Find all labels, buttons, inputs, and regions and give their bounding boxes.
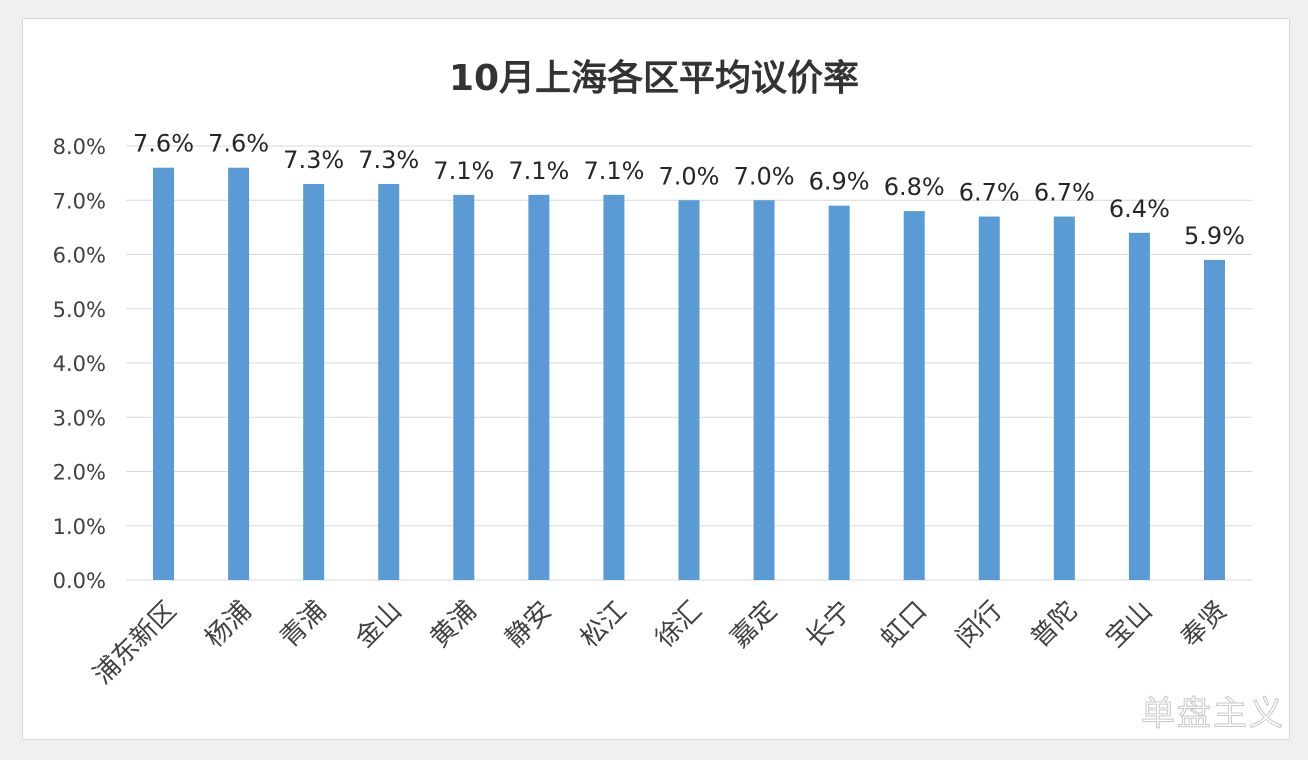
bar xyxy=(678,200,700,580)
data-label: 7.1% xyxy=(508,157,569,185)
category-label: 杨浦 xyxy=(200,596,258,654)
category-label: 普陀 xyxy=(1025,596,1083,654)
data-label: 6.4% xyxy=(1109,195,1170,223)
category-label: 松江 xyxy=(575,596,633,654)
bar xyxy=(978,216,1000,580)
data-label: 7.3% xyxy=(358,146,419,174)
data-labels: 7.6% 7.6% 7.3% 7.3% 7.1% 7.1% 7.1% 7.0% 7.0% 6.9%… xyxy=(133,130,1245,250)
data-label: 7.1% xyxy=(433,157,494,185)
y-tick-label: 2.0% xyxy=(53,461,106,485)
bar xyxy=(303,183,325,580)
chart-title: 10月上海各区平均议价率 xyxy=(449,58,859,99)
bar xyxy=(528,194,550,580)
bar xyxy=(828,205,850,581)
y-tick-label: 8.0% xyxy=(53,135,106,159)
category-label: 黄浦 xyxy=(425,596,483,654)
data-label: 6.7% xyxy=(959,179,1020,207)
data-label: 6.8% xyxy=(884,173,945,201)
data-label: 7.6% xyxy=(133,130,194,158)
bar xyxy=(378,183,400,580)
data-label: 7.6% xyxy=(208,130,269,158)
data-label: 7.0% xyxy=(734,162,795,190)
data-label: 6.7% xyxy=(1034,179,1095,207)
category-label: 浦东新区 xyxy=(88,596,183,691)
x-axis: 浦东新区 杨浦 青浦 金山 黄浦 静安 松江 徐汇 嘉定 长宁 虹口 闵行 普陀 宝山 奉贤 xyxy=(88,596,1234,691)
y-tick-label: 3.0% xyxy=(53,406,106,430)
bar xyxy=(753,200,775,580)
category-label: 长宁 xyxy=(800,596,858,654)
bar xyxy=(1128,232,1150,581)
category-label: 徐汇 xyxy=(650,596,708,654)
data-label: 7.1% xyxy=(583,157,644,185)
y-tick-label: 1.0% xyxy=(53,515,106,539)
y-axis: 0.0% 1.0% 2.0% 3.0% 4.0% 5.0% 6.0% 7.0% 8.0% xyxy=(53,135,106,593)
category-label: 闵行 xyxy=(950,596,1008,654)
y-tick-label: 0.0% xyxy=(53,569,106,593)
category-label: 嘉定 xyxy=(725,596,783,654)
category-label: 宝山 xyxy=(1100,596,1158,654)
data-label: 6.9% xyxy=(809,168,870,196)
category-label: 虹口 xyxy=(875,596,933,654)
y-tick-label: 5.0% xyxy=(53,298,106,322)
data-label: 7.3% xyxy=(283,146,344,174)
bar xyxy=(603,194,625,580)
watermark: 单盘主义 xyxy=(1141,694,1285,734)
bar xyxy=(228,167,250,580)
category-label: 金山 xyxy=(350,596,408,654)
bar xyxy=(1203,259,1225,580)
data-label: 7.0% xyxy=(659,162,720,190)
bar xyxy=(453,194,475,580)
bars xyxy=(153,167,1225,581)
category-label: 奉贤 xyxy=(1175,596,1233,654)
y-tick-label: 6.0% xyxy=(53,244,106,268)
category-label: 静安 xyxy=(500,596,558,654)
bar xyxy=(153,167,175,580)
y-tick-label: 4.0% xyxy=(53,352,106,376)
category-label: 青浦 xyxy=(275,596,333,654)
bar xyxy=(903,211,925,580)
bar xyxy=(1053,216,1075,580)
data-label: 5.9% xyxy=(1184,222,1245,250)
y-tick-label: 7.0% xyxy=(53,189,106,213)
